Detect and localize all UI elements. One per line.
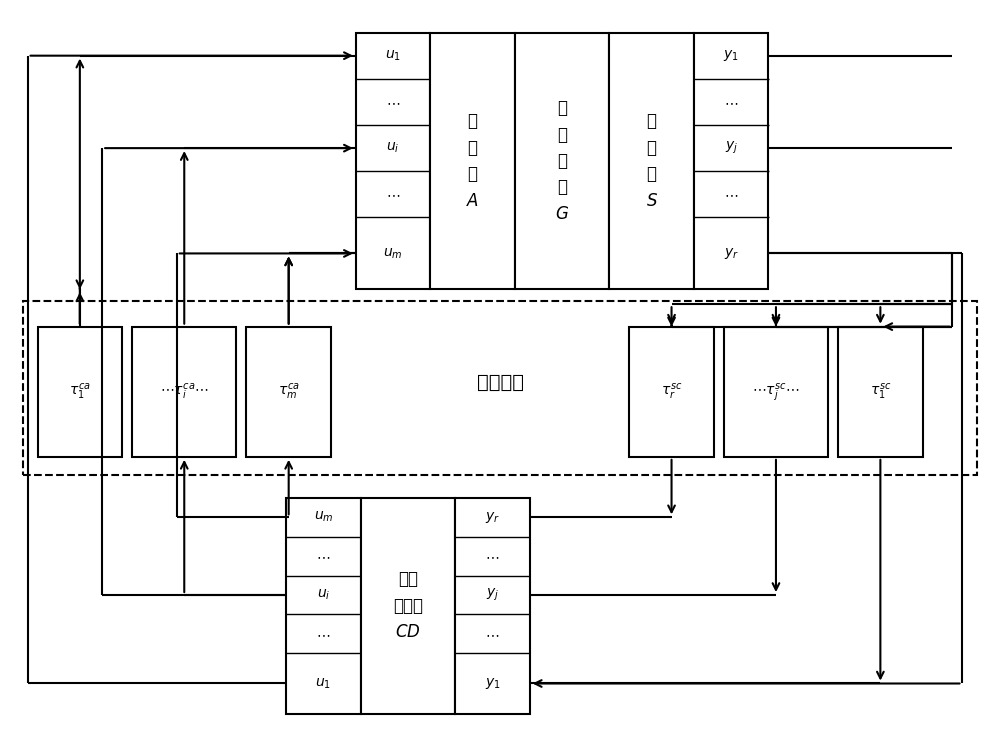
Bar: [23, 301, 977, 476]
Bar: [724, 326, 828, 457]
Bar: [246, 326, 331, 457]
Bar: [430, 32, 515, 290]
Text: 控制
解耦器
$CD$: 控制 解耦器 $CD$: [393, 571, 423, 641]
Bar: [694, 32, 768, 290]
Text: $u_i$: $u_i$: [386, 141, 400, 155]
Text: 执
行
器
$A$: 执 行 器 $A$: [466, 112, 479, 209]
Text: 传
感
器
$S$: 传 感 器 $S$: [646, 112, 658, 209]
Text: $\cdots\tau_i^{ca}\cdots$: $\cdots\tau_i^{ca}\cdots$: [160, 382, 209, 402]
Bar: [356, 32, 430, 290]
Text: $u_m$: $u_m$: [314, 510, 333, 524]
Text: $y_1$: $y_1$: [723, 48, 739, 63]
Bar: [361, 498, 455, 714]
Text: 通信网络: 通信网络: [477, 373, 524, 392]
Text: $y_1$: $y_1$: [485, 676, 500, 691]
Text: $\cdots\tau_j^{sc}\cdots$: $\cdots\tau_j^{sc}\cdots$: [752, 381, 800, 403]
Text: $\tau_1^{sc}$: $\tau_1^{sc}$: [870, 382, 891, 402]
Text: $y_j$: $y_j$: [725, 140, 738, 156]
Text: $y_j$: $y_j$: [486, 586, 499, 603]
Text: $\cdots$: $\cdots$: [386, 188, 400, 201]
Text: $\cdots$: $\cdots$: [724, 188, 738, 201]
Text: $u_1$: $u_1$: [315, 676, 332, 691]
Text: $\cdots$: $\cdots$: [724, 95, 738, 109]
Bar: [286, 498, 361, 714]
Bar: [629, 326, 714, 457]
Text: $\tau_m^{ca}$: $\tau_m^{ca}$: [278, 382, 300, 402]
Bar: [515, 32, 609, 290]
Text: $\cdots$: $\cdots$: [485, 549, 500, 563]
Bar: [132, 326, 236, 457]
Text: $\tau_1^{ca}$: $\tau_1^{ca}$: [69, 382, 91, 402]
Text: $\tau_r^{sc}$: $\tau_r^{sc}$: [661, 382, 682, 402]
Bar: [38, 326, 122, 457]
Text: $u_m$: $u_m$: [383, 246, 403, 261]
Text: $u_1$: $u_1$: [385, 49, 401, 63]
Text: 被
控
对
象
$G$: 被 控 对 象 $G$: [555, 99, 569, 223]
Bar: [838, 326, 923, 457]
Text: $\cdots$: $\cdots$: [485, 627, 500, 640]
Text: $\cdots$: $\cdots$: [386, 95, 400, 109]
Bar: [455, 498, 530, 714]
Text: $\cdots$: $\cdots$: [316, 627, 331, 640]
Bar: [609, 32, 694, 290]
Text: $u_i$: $u_i$: [317, 588, 330, 602]
Text: $\cdots$: $\cdots$: [316, 549, 331, 563]
Text: $y_r$: $y_r$: [724, 246, 739, 261]
Text: $y_r$: $y_r$: [485, 510, 500, 525]
